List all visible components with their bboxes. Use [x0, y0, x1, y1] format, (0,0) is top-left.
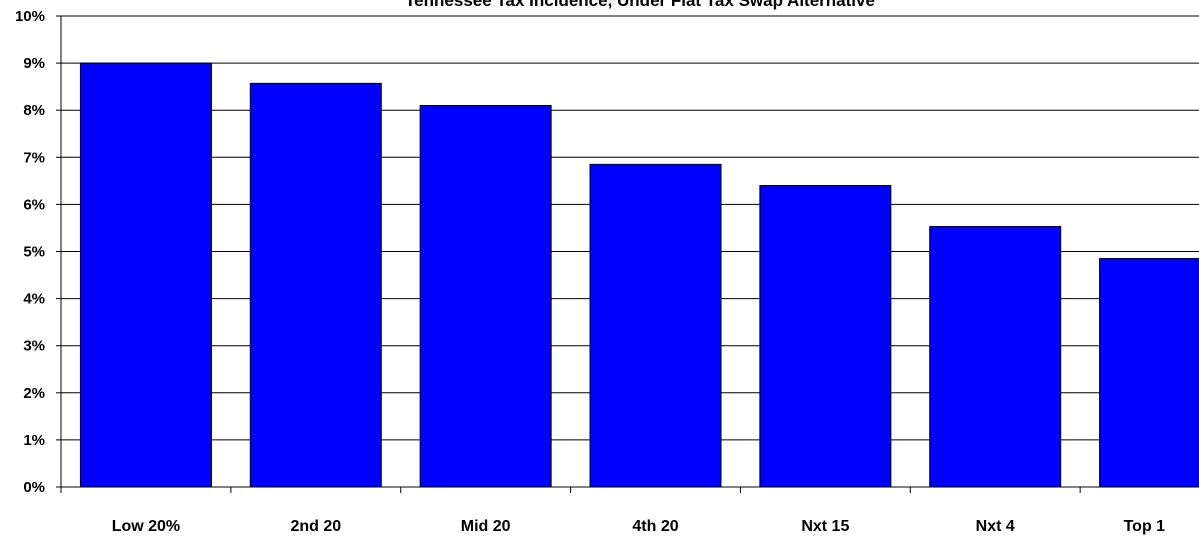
bars	[79, 62, 1199, 488]
y-tick-label: 5%	[23, 244, 45, 261]
x-tick-label: Nxt 4	[976, 518, 1015, 535]
bar	[929, 226, 1062, 488]
y-tick-label: 10%	[15, 8, 45, 25]
x-tick-label: Low 20%	[112, 518, 180, 535]
chart-title: Tennessee Tax Incidence, Under Flat Tax …	[405, 0, 875, 10]
y-tick-label: 1%	[23, 432, 45, 449]
axes	[56, 15, 1199, 493]
y-tick-label: 9%	[23, 55, 45, 72]
y-tick-label: 6%	[23, 196, 45, 213]
bar	[1099, 258, 1199, 488]
y-tick-label: 3%	[23, 338, 45, 355]
y-tick-labels: 0% 1% 2% 3% 4% 5% 6% 7% 8% 9% 10%	[15, 8, 45, 496]
y-tick-label: 4%	[23, 291, 45, 308]
bar	[589, 163, 722, 488]
x-tick-labels: Low 20% 2nd 20 Mid 20 4th 20 Nxt 15 Nxt 4 Top …	[112, 518, 1165, 535]
y-tick-label: 8%	[23, 102, 45, 119]
bar	[759, 185, 892, 488]
x-tick-label: 4th 20	[632, 518, 678, 535]
bar	[419, 104, 552, 488]
x-tick-label: Nxt 15	[801, 518, 849, 535]
x-tick-label: 2nd 20	[290, 518, 341, 535]
bar	[79, 62, 212, 488]
bar	[249, 82, 382, 488]
y-tick-label: 7%	[23, 149, 45, 166]
y-tick-label: 2%	[23, 385, 45, 402]
x-tick-label: Mid 20	[461, 518, 511, 535]
y-tick-label: 0%	[23, 479, 45, 496]
x-tick-label: Top 1	[1124, 518, 1166, 535]
